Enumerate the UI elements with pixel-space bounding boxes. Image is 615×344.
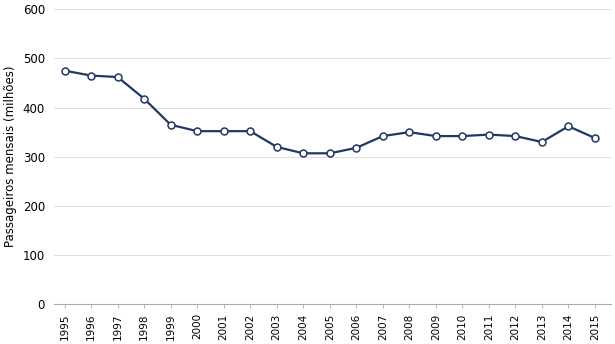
Y-axis label: Passageiros mensais (milhões): Passageiros mensais (milhões) [4,66,17,247]
